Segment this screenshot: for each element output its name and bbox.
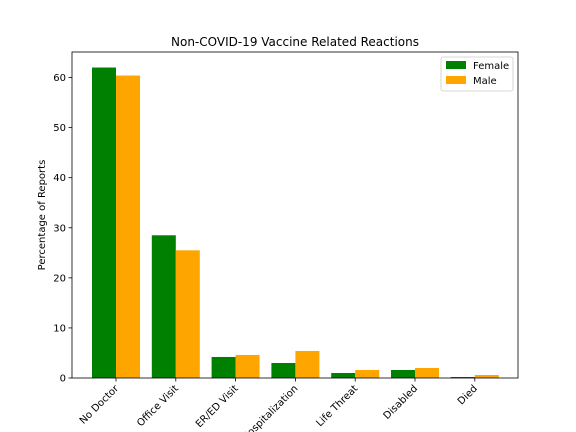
x-axis: No Doctor Office Visit ER/ED Visit Hospital… <box>78 378 480 432</box>
x-tick-label-6: Died <box>456 383 480 407</box>
bar-male-5 <box>415 367 439 378</box>
x-tick-label-0: No Doctor <box>78 383 122 427</box>
y-tick-label-6: 60 <box>53 73 66 84</box>
x-tick-label-2: ER/ED Visit <box>194 383 241 430</box>
y-tick-label-4: 40 <box>53 173 66 184</box>
y-axis-label: Percentage of Reports <box>37 160 48 271</box>
bars-group <box>92 67 499 379</box>
x-tick-label-5: Disabled <box>382 383 421 422</box>
y-tick-label-0: 0 <box>60 374 66 385</box>
bar-male-6 <box>474 374 499 378</box>
y-tick-label-2: 20 <box>53 273 66 284</box>
y-axis: 0 10 20 30 40 50 60 <box>53 73 72 385</box>
bar-female-5 <box>391 369 415 378</box>
legend-label-male: Male <box>473 76 497 87</box>
bar-male-3 <box>295 350 320 378</box>
x-tick-label-1: Office Visit <box>135 383 181 429</box>
legend-swatch-female <box>446 61 466 69</box>
y-tick-label-5: 50 <box>53 123 66 134</box>
bar-female-1 <box>151 235 176 378</box>
x-tick-label-4: Life Threat <box>315 383 361 429</box>
bar-female-0 <box>92 67 116 379</box>
bar-female-3 <box>271 362 296 378</box>
legend: Female Male <box>440 56 514 92</box>
plot-frame <box>71 51 519 379</box>
bar-female-4 <box>331 372 356 378</box>
bar-female-2 <box>211 356 236 378</box>
chart-title: Non-COVID-19 Vaccine Related Reactions <box>171 35 419 49</box>
bar-male-4 <box>355 369 380 378</box>
legend-swatch-male <box>446 76 466 84</box>
bar-male-2 <box>235 354 260 378</box>
bar-female-6 <box>450 376 475 378</box>
x-tick-label-3: Hospitalization <box>240 383 300 432</box>
y-tick-label-1: 10 <box>53 323 66 334</box>
bar-male-1 <box>175 250 200 378</box>
legend-label-female: Female <box>473 61 509 72</box>
bar-male-0 <box>116 75 140 378</box>
y-tick-label-3: 30 <box>53 223 66 234</box>
